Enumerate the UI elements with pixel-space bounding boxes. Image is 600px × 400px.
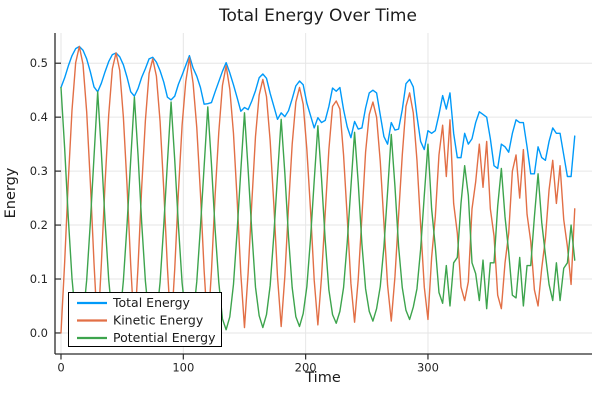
x-axis-label: Time: [304, 370, 341, 386]
x-tick-label: 0: [57, 361, 64, 375]
y-tick-label: 0.0: [30, 326, 48, 340]
y-tick-label: 0.3: [30, 164, 48, 178]
y-tick-label: 0.4: [30, 110, 48, 124]
x-tick-label: 300: [417, 361, 439, 375]
legend: Total Energy Kinetic Energy Potential En…: [68, 292, 222, 347]
legend-label-potential-energy: Potential Energy: [113, 330, 216, 345]
chart-title: Total Energy Over Time: [218, 6, 417, 26]
y-tick-label: 0.1: [30, 272, 48, 286]
series-line-kinetic-energy: [60, 45, 576, 334]
axes-layer: 0 100 200 300 0.0 0.1 0.2 0.3 0.4 0.5: [30, 33, 592, 375]
x-tick-label: 100: [172, 361, 194, 375]
series-line-total-energy: [60, 45, 576, 178]
y-tick-label: 0.5: [30, 56, 48, 70]
x-tick-label: 200: [295, 361, 317, 375]
y-axis-label: Energy: [3, 167, 19, 218]
y-tick-label: 0.2: [30, 218, 48, 232]
series-layer: [60, 45, 576, 334]
legend-label-total-energy: Total Energy: [112, 295, 191, 310]
legend-label-kinetic-energy: Kinetic Energy: [113, 313, 204, 328]
